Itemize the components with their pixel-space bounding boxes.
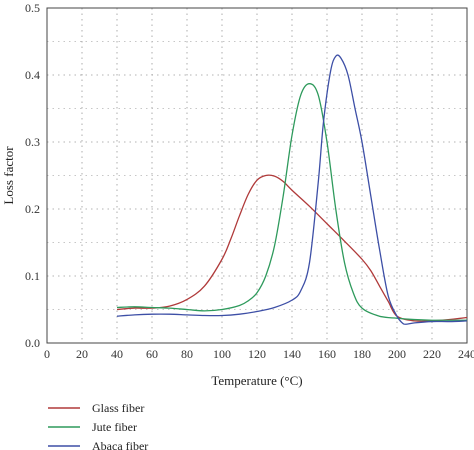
x-axis-ticks: 0 20 40 60 80 100 120 140 160 180 200 220 240	[44, 347, 474, 361]
x-tick-label: 140	[283, 347, 301, 361]
y-tick-label: 0.1	[25, 269, 40, 283]
x-tick-label: 80	[181, 347, 193, 361]
x-tick-label: 160	[318, 347, 336, 361]
x-tick-label: 180	[353, 347, 371, 361]
y-tick-label: 0.3	[25, 135, 40, 149]
x-tick-label: 0	[44, 347, 50, 361]
y-tick-label: 0.0	[25, 336, 40, 350]
series-line-jute-fiber	[116, 83, 467, 321]
x-tick-label: 220	[423, 347, 441, 361]
legend-label-jute-fiber: Jute fiber	[92, 420, 137, 434]
x-tick-label: 40	[111, 347, 123, 361]
series-line-glass-fiber	[116, 174, 468, 322]
series-line-abaca-fiber	[116, 54, 468, 325]
y-axis-label: Loss factor	[1, 146, 16, 205]
x-tick-label: 200	[388, 347, 406, 361]
legend-label-glass-fiber: Glass fiber	[92, 401, 144, 415]
x-tick-label: 20	[76, 347, 88, 361]
legend: Glass fiber Jute fiber Abaca fiber	[48, 401, 148, 450]
legend-label-abaca-fiber: Abaca fiber	[92, 439, 148, 450]
plot-area-frame	[46, 7, 468, 344]
y-axis-ticks: 0.0 0.1 0.2 0.3 0.4 0.5	[25, 1, 40, 350]
x-tick-label: 240	[458, 347, 474, 361]
y-tick-label: 0.2	[25, 202, 40, 216]
x-axis-label: Temperature (°C)	[211, 373, 302, 388]
series-lines	[116, 54, 468, 325]
x-tick-label: 60	[146, 347, 158, 361]
x-tick-label: 120	[248, 347, 266, 361]
y-tick-label: 0.5	[25, 1, 40, 15]
y-tick-label: 0.4	[25, 68, 40, 82]
x-tick-label: 100	[213, 347, 231, 361]
